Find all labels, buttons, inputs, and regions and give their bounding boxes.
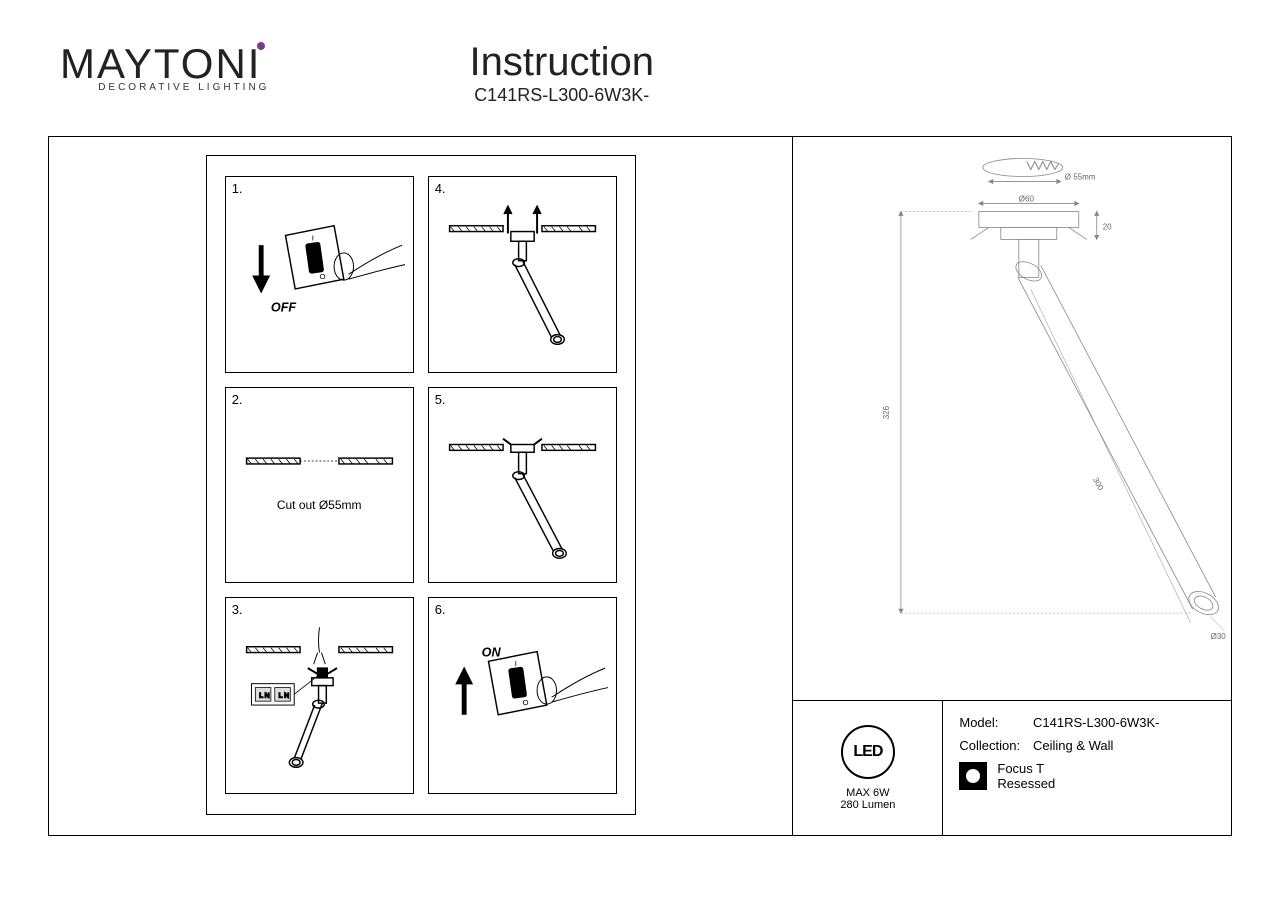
step-number: 6. (435, 602, 446, 617)
step-4: 4. (428, 176, 617, 373)
off-label: OFF (271, 300, 297, 314)
collection-value: Ceiling & Wall (1033, 738, 1113, 753)
svg-text:O: O (319, 272, 325, 281)
step-number: 3. (232, 602, 243, 617)
model-value: C141RS-L300-6W3K- (1033, 715, 1159, 730)
top-width-dim: Ø60 (1019, 194, 1035, 203)
step-number: 5. (435, 392, 446, 407)
svg-text:L N: L N (259, 693, 269, 700)
spec-panel: Ø 55mm Ø60 20 326 300 Ø30 LED MAX 6W 280… (793, 137, 1231, 835)
height-dim: 326 (882, 405, 891, 419)
instruction-grid: 1. OFF I O 4. (206, 155, 636, 815)
step-2: 2. Cut out Ø55mm (225, 387, 414, 584)
page-title: Instruction (469, 40, 654, 85)
insert-up-icon (435, 183, 610, 366)
led-lumen: 280 Lumen (840, 799, 895, 811)
cutout-label: Cut out Ø55mm (226, 498, 413, 512)
step-3: 3. L N L N (225, 597, 414, 794)
brand-name: MAYTONI (60, 40, 261, 87)
switch-off-icon: OFF I O (232, 183, 407, 366)
tube-dia-dim: Ø30 (1211, 632, 1227, 641)
cutout-icon (232, 394, 407, 577)
led-badge-icon: LED (841, 725, 895, 779)
svg-text:O: O (522, 698, 528, 707)
step-number: 4. (435, 181, 446, 196)
step-6: 6. ON I O (428, 597, 617, 794)
main-frame: 1. OFF I O 4. (48, 136, 1232, 836)
brand-dot-icon (257, 42, 265, 50)
led-cell: LED MAX 6W 280 Lumen (793, 701, 943, 835)
model-header: C141RS-L300-6W3K- (469, 85, 654, 106)
focus-label: Focus T (997, 761, 1055, 776)
svg-text:L N: L N (278, 693, 288, 700)
switch-on-icon: ON I O (435, 604, 610, 787)
on-label: ON (481, 646, 501, 660)
technical-drawing: Ø 55mm Ø60 20 326 300 Ø30 (793, 137, 1231, 701)
collection-label: Collection: (959, 738, 1029, 753)
wiring-icon: L N L N (232, 604, 407, 787)
svg-text:I: I (311, 233, 313, 242)
instructions-panel: 1. OFF I O 4. (49, 137, 793, 835)
step-1: 1. OFF I O (225, 176, 414, 373)
tube-len-dim: 300 (1091, 476, 1105, 492)
cutout-dim: Ø 55mm (1065, 172, 1096, 181)
led-max: MAX 6W (840, 787, 895, 799)
brand-logo: MAYTONI DECORATIVE LIGHTING (60, 40, 269, 93)
svg-text:I: I (514, 659, 516, 668)
installed-icon (435, 394, 610, 577)
inset-dim: 20 (1103, 222, 1112, 231)
step-5: 5. (428, 387, 617, 584)
step-number: 1. (232, 181, 243, 196)
model-label: Model: (959, 715, 1029, 730)
recessed-icon (959, 762, 987, 790)
step-number: 2. (232, 392, 243, 407)
recessed-label: Resessed (997, 776, 1055, 791)
spec-cell: Model: C141RS-L300-6W3K- Collection: Cei… (943, 701, 1231, 835)
